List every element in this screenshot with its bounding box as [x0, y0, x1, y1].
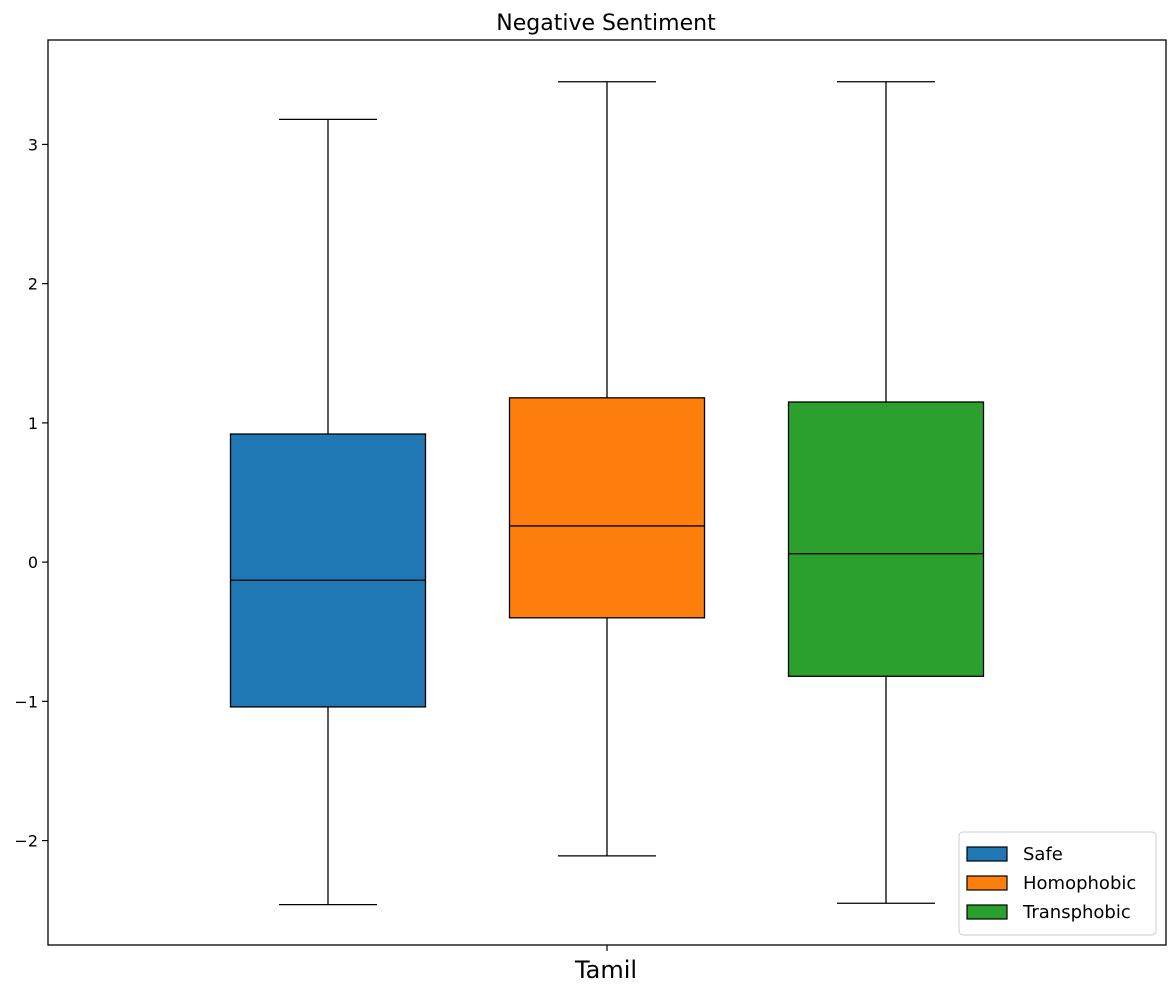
y-tick-label: −1: [14, 692, 38, 711]
y-tick-label: −2: [14, 832, 38, 851]
chart-title: Negative Sentiment: [496, 11, 716, 36]
legend-label-transphobic: Transphobic: [1022, 902, 1131, 923]
legend: Safe Homophobic Transphobic: [958, 831, 1157, 936]
legend-swatch-transphobic: [966, 904, 1008, 920]
legend-frame: [958, 831, 1157, 936]
axes: −2 −1 0 1 2 3: [14, 135, 608, 951]
box-group-homophobic: [508, 81, 706, 857]
y-tick-label: 3: [28, 135, 38, 154]
x-category-label: Tamil: [574, 956, 637, 984]
box-group-transphobic: [787, 81, 985, 904]
legend-label-safe: Safe: [1023, 844, 1063, 865]
box-group-safe: [229, 118, 427, 906]
plot-area: [229, 81, 985, 906]
legend-label-homophobic: Homophobic: [1023, 873, 1136, 894]
legend-swatch-homophobic: [966, 875, 1008, 891]
box-homophobic: [508, 397, 706, 619]
legend-swatch-safe: [966, 846, 1008, 862]
y-tick-label: 0: [28, 553, 38, 572]
y-tick-label: 2: [28, 275, 38, 294]
box-safe: [229, 433, 427, 708]
box-transphobic: [787, 401, 985, 677]
y-tick-label: 1: [28, 414, 38, 433]
